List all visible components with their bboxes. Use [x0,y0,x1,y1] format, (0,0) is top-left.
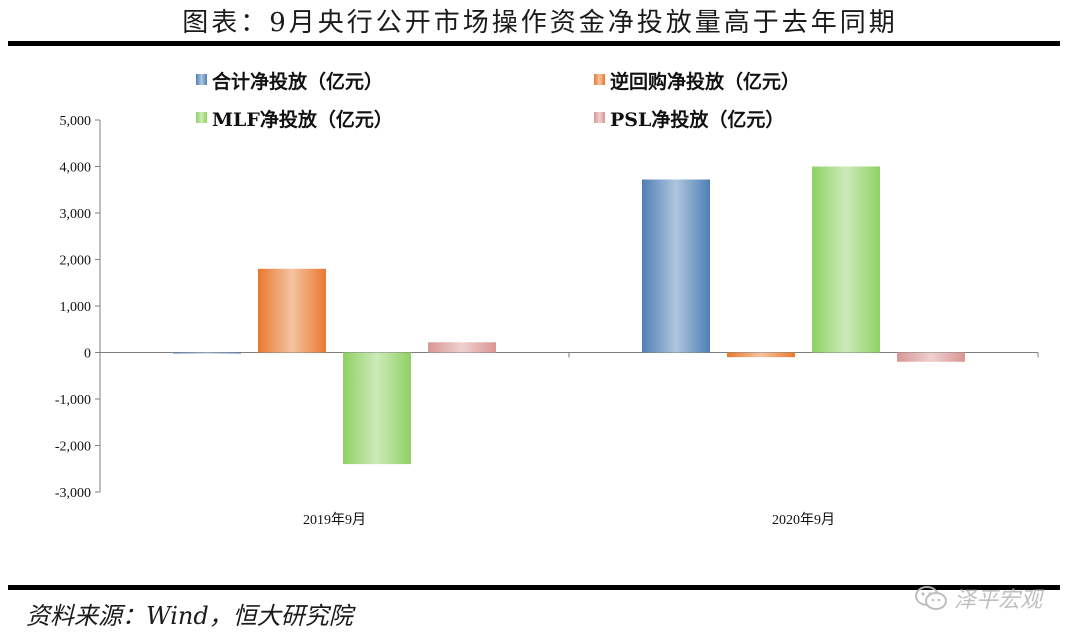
y-tick-label: 4,000 [60,161,92,176]
watermark-text: 泽平宏观 [953,588,1042,613]
y-tick-label: 0 [84,347,91,362]
source-note: 资料来源：Wind，恒大研究院 [26,602,353,630]
legend-label: 逆回购净投放（亿元） [610,70,800,93]
chart-title: 图表：9月央行公开市场操作资金净投放量高于去年同期 [182,8,898,38]
bar [812,166,880,353]
x-category-label: 2020年9月 [772,512,835,528]
title-rule [8,41,1060,46]
bar [343,352,411,465]
legend-label: PSL净投放（亿元） [610,108,784,131]
bars [173,166,965,465]
y-tick-label: -2,000 [55,440,91,455]
y-tick-label: -3,000 [55,486,91,501]
legend-label: MLF净投放（亿元） [212,108,393,131]
legend-swatch [594,112,605,123]
legend-label: 合计净投放（亿元） [212,70,383,93]
bar [428,342,496,353]
y-tick-label: -1,000 [55,393,91,408]
y-tick-label: 5,000 [60,114,92,129]
bar [642,179,710,353]
bar [897,352,965,362]
y-tick-label: 1,000 [60,300,92,315]
bar [727,352,795,358]
watermark: 泽平宏观 [914,582,1042,614]
legend-swatch [196,74,207,85]
bar [258,268,326,353]
y-tick-label: 3,000 [60,207,92,222]
x-category-label: 2019年9月 [303,512,366,528]
legend: 合计净投放（亿元） 逆回购净投放（亿元） MLF净投放（亿元） PSL净投放（亿元） [196,70,800,131]
y-tick-label: 2,000 [60,254,92,269]
source-rule [8,585,1060,590]
bar [173,352,241,354]
axes: -3,000 -2,000 -1,000 0 1,000 2,000 3,000 4,000 5… [55,114,1039,528]
wechat-icon [914,584,948,612]
legend-swatch [196,112,207,123]
bar-chart: 合计净投放（亿元） 逆回购净投放（亿元）MLF净投放（亿元） PSL净投放（亿元） … [55,70,1039,528]
legend-swatch [594,74,605,85]
